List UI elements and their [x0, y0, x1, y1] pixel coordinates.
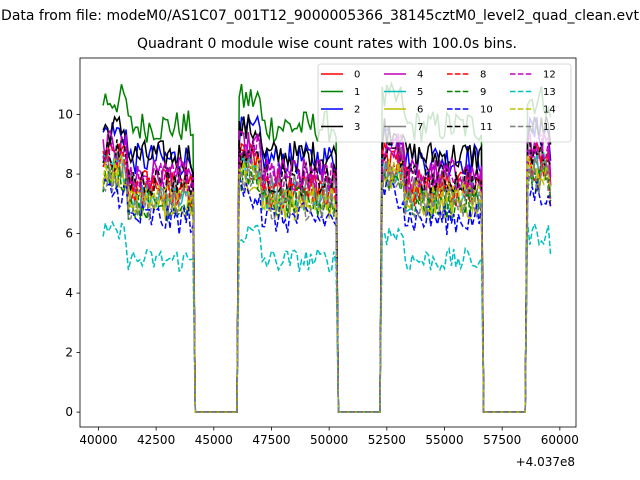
legend-label-14: 14 [543, 105, 556, 116]
legend-label-9: 9 [480, 87, 486, 98]
x-tick-label: 57500 [483, 433, 521, 447]
legend-frame [317, 63, 572, 143]
y-tick-label: 6 [65, 227, 73, 241]
legend-label-10: 10 [480, 105, 493, 116]
x-tick-label: 55000 [425, 433, 463, 447]
x-tick-label: 45000 [195, 433, 233, 447]
legend-label-1: 1 [354, 87, 360, 98]
axes-layer: 40000 42500 45000 47500 50000 52500 55000 57500… [58, 57, 579, 447]
legend-label-6: 6 [417, 105, 423, 116]
legend-label-2: 2 [354, 105, 360, 116]
legend-label-12: 12 [543, 70, 556, 81]
series-line-12 [102, 134, 552, 413]
y-tick-label: 8 [65, 167, 73, 181]
x-tick-label: 60000 [541, 433, 579, 447]
y-tick-label: 4 [65, 286, 73, 300]
x-tick-label: 40000 [79, 433, 117, 447]
legend-label-3: 3 [354, 122, 360, 133]
legend-label-8: 8 [480, 70, 486, 81]
chart-title: Quadrant 0 module wise count rates with … [137, 36, 517, 52]
series-line-10 [102, 176, 552, 413]
legend-label-13: 13 [543, 87, 556, 98]
x-tick-label: 50000 [310, 433, 348, 447]
series-line-13 [102, 220, 552, 413]
y-tick-label: 10 [58, 108, 73, 122]
series-line-15 [102, 160, 551, 413]
figure-suptitle: Data from file: modeM0/AS1C07_001T12_900… [1, 8, 639, 24]
y-tick-label: 0 [65, 405, 73, 419]
x-tick-label: 42500 [137, 433, 175, 447]
series-layer [102, 80, 552, 413]
series-line-14 [102, 152, 552, 413]
legend-label-15: 15 [543, 122, 556, 133]
x-tick-label: 52500 [368, 433, 406, 447]
legend-label-0: 0 [354, 70, 360, 81]
series-line-11 [102, 135, 552, 413]
axes-frame [79, 57, 577, 428]
series-line-3 [102, 114, 552, 413]
legend-label-4: 4 [417, 70, 423, 81]
legend-label-7: 7 [417, 122, 423, 133]
legend-label-11: 11 [480, 122, 493, 133]
y-tick-label: 2 [65, 346, 73, 360]
legend-label-5: 5 [417, 87, 423, 98]
x-offset-text: +4.037e8 [516, 455, 575, 469]
x-tick-label: 47500 [252, 433, 290, 447]
